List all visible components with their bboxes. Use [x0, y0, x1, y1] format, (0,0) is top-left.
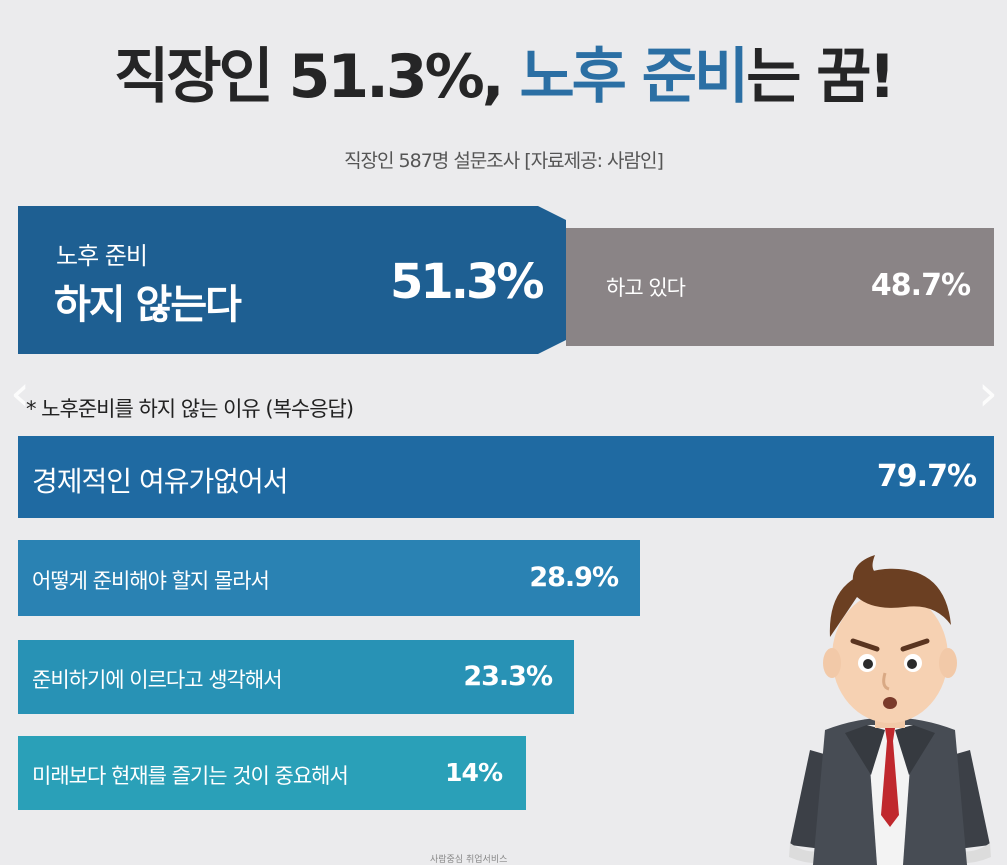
worried-businessman-illustration — [789, 555, 991, 865]
reason-bar-value: 28.9% — [529, 562, 619, 593]
split-no-label-line2: 하지 않는다 — [54, 282, 242, 328]
title-highlight: 노후 준비 — [519, 42, 749, 112]
reason-bar: 미래보다 현재를 즐기는 것이 중요해서 14% — [18, 736, 526, 810]
reason-bar: 어떻게 준비해야 할지 몰라서 28.9% — [18, 540, 640, 616]
page-title: 직장인 51.3%, 노후 준비는 꿈! — [0, 28, 1007, 115]
reasons-title: * 노후준비를 하지 않는 이유 (복수응답) — [26, 397, 354, 421]
preparation-split-bar: 노후 준비 하지 않는다 51.3% 하고 있다 48.7% — [18, 206, 994, 356]
split-bar-preparing: 하고 있다 48.7% — [566, 228, 994, 346]
reason-bar-value: 23.3% — [463, 661, 553, 692]
footer-logo: 사람중심 취업서비스 — [430, 855, 508, 865]
reason-bar: 준비하기에 이르다고 생각해서 23.3% — [18, 640, 574, 714]
reason-bar: 경제적인 여유가없어서 79.7% — [18, 436, 994, 518]
survey-subtitle: 직장인 587명 설문조사 [자료제공: 사람인] — [344, 150, 664, 172]
reason-bar-label: 준비하기에 이르다고 생각해서 — [32, 668, 283, 692]
split-no-label-line1: 노후 준비 — [56, 242, 148, 270]
title-part3: 는 꿈! — [746, 42, 896, 112]
reason-bar-label: 어떻게 준비해야 할지 몰라서 — [32, 569, 270, 593]
title-part1: 직장인 51.3%, — [114, 42, 520, 112]
split-yes-value: 48.7% — [870, 268, 971, 303]
prev-slide-arrow-icon[interactable]: ‹ — [10, 364, 30, 422]
reason-bar-label: 미래보다 현재를 즐기는 것이 중요해서 — [32, 764, 349, 788]
split-yes-label: 하고 있다 — [606, 276, 686, 300]
split-no-value: 51.3% — [390, 254, 545, 310]
reason-bar-label: 경제적인 여유가없어서 — [32, 465, 289, 498]
next-slide-arrow-icon[interactable]: › — [978, 364, 998, 422]
reason-bar-value: 79.7% — [876, 459, 977, 494]
split-bar-not-preparing: 노후 준비 하지 않는다 51.3% — [18, 206, 566, 354]
reasons-bar-chart: 경제적인 여유가없어서 79.7% 어떻게 준비해야 할지 몰라서 28.9% 준비하기… — [18, 436, 994, 816]
reason-bar-value: 14% — [445, 758, 503, 787]
